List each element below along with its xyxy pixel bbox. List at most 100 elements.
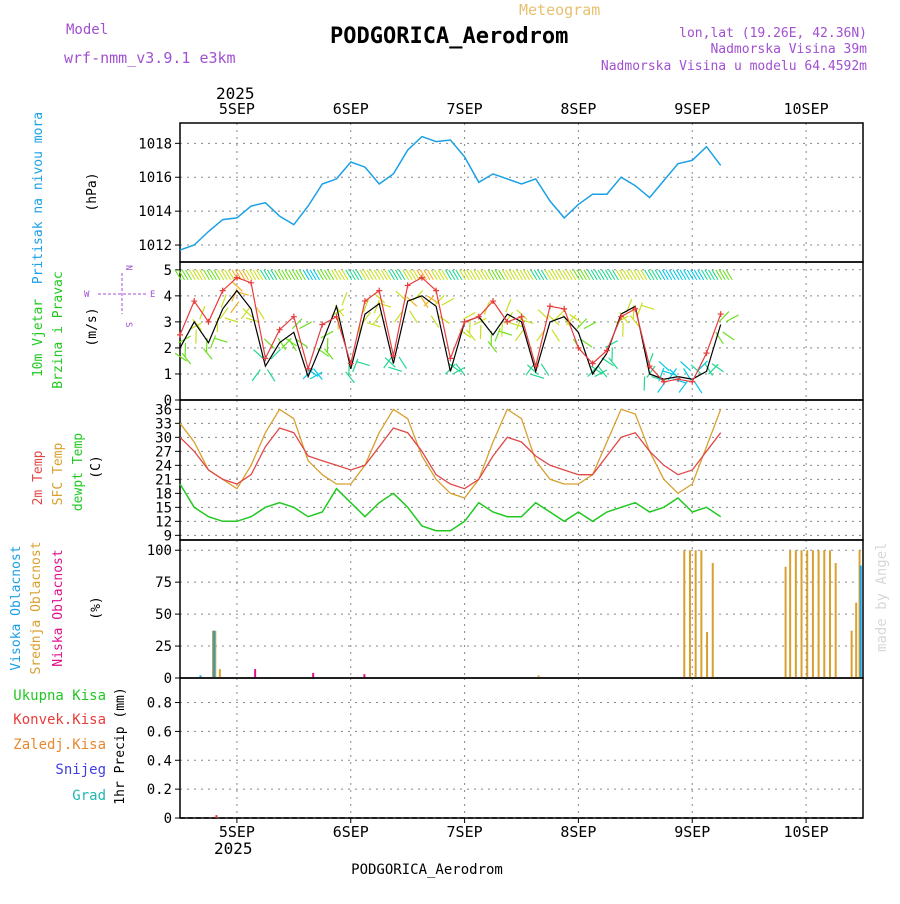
wind-barb-top — [264, 270, 270, 280]
temp-ylabel-unit: (C) — [89, 455, 104, 478]
wind-barb-top — [449, 270, 455, 280]
temperature-ytick: 18 — [155, 486, 172, 502]
cloud-bar — [785, 567, 787, 678]
wind-barb-top — [580, 270, 586, 280]
temperature-ytick: 9 — [164, 528, 172, 544]
pressure-ytick: 1016 — [138, 170, 172, 186]
wind-gust-marker — [405, 282, 411, 288]
temperature-ytick: 15 — [155, 500, 172, 516]
cloud-bar — [795, 550, 797, 678]
xtick-top: 10SEP — [784, 100, 829, 118]
wind-barb-top — [723, 270, 729, 280]
pressure-ytick: 1012 — [138, 238, 172, 254]
wind-gust-marker — [177, 332, 183, 338]
wind-barb — [680, 361, 690, 370]
wind-barb — [488, 341, 497, 352]
wind-gust-marker — [547, 303, 553, 309]
wind-barb-top — [193, 270, 199, 280]
wind-barb-top — [253, 270, 259, 280]
wind-gust-marker — [519, 314, 525, 320]
clouds-ytick: 100 — [147, 543, 172, 559]
wind-barb — [252, 370, 260, 381]
precip-ytick: 0.6 — [147, 724, 172, 740]
wind-barb-top — [509, 270, 515, 280]
temperature-ytick: 33 — [155, 416, 172, 432]
pressure-series-sea-level-pressure — [180, 137, 721, 251]
wind-barb-top — [492, 270, 498, 280]
wind-barb-top — [520, 270, 526, 280]
temperature-series-2m-temp — [180, 428, 721, 489]
wind-gust-marker — [561, 306, 567, 312]
wind-ytick: 3 — [164, 315, 172, 331]
wind-barb-top — [307, 270, 313, 280]
wind-barb — [267, 370, 275, 382]
wind-barb-top — [477, 270, 483, 280]
wind-barb — [435, 295, 445, 305]
wind-barb-top — [335, 270, 341, 280]
precip-ytick: 0.8 — [147, 696, 172, 712]
wind-barb — [552, 330, 560, 342]
wind-barb — [203, 348, 212, 359]
wind-barb-top — [210, 270, 216, 280]
clouds-ytick: 75 — [155, 575, 172, 591]
wind-barb-top — [225, 270, 231, 280]
compass-e: E — [150, 290, 155, 300]
wind-barb-top — [495, 270, 501, 280]
cloud-ylabel-low: Niska Oblacnost — [51, 549, 66, 666]
model-elevation-label: Nadmorska Visina u modelu 64.4592m — [601, 59, 867, 74]
wind-barb-top — [438, 270, 444, 280]
wind-barb — [232, 289, 237, 302]
wind-barb — [225, 318, 238, 322]
wind-gust-marker — [319, 321, 325, 327]
wind-barb-top — [577, 270, 583, 280]
pressure-ylabel-colored: Pritisak na nivou mora — [31, 112, 46, 284]
precip-frame — [180, 678, 863, 818]
wind-barb-top — [691, 270, 697, 280]
model-label: Model — [66, 22, 108, 38]
xtick-bottom: 7SEP — [447, 823, 483, 841]
wind-barb — [442, 299, 454, 306]
wind-barb-top — [292, 270, 298, 280]
wind-barb-top — [609, 270, 615, 280]
wind-barb-top — [278, 270, 284, 280]
cloud-bar — [312, 673, 314, 678]
cloud-bar — [700, 550, 702, 678]
wind-ylabel-line1: 10m Vjetar — [31, 299, 46, 377]
footer-station: PODGORICA_Aerodrom — [351, 862, 503, 878]
clouds-ytick: 0 — [164, 671, 172, 687]
wind-barb-top — [648, 270, 654, 280]
wind-barb-top — [705, 270, 711, 280]
legend-snow: Snijeg — [55, 762, 106, 778]
wind-barb-top — [726, 270, 732, 280]
cloud-bar — [683, 550, 685, 678]
wind-barb-top — [708, 270, 714, 280]
cloud-bar — [860, 566, 862, 678]
xtick-top: 5SEP — [219, 100, 255, 118]
wind-barb-top — [267, 270, 273, 280]
wind-barb-top — [321, 270, 327, 280]
cloud-bar — [818, 550, 820, 678]
wind-barb-top — [552, 270, 558, 280]
xtick-bottom: 6SEP — [333, 823, 369, 841]
wind-gust-marker — [248, 280, 254, 286]
precip-ylabel: 1hr Precip (mm) — [113, 687, 128, 804]
wind-barb — [531, 374, 544, 378]
wind-barb-top — [595, 270, 601, 280]
wind-barb-top — [324, 270, 330, 280]
pressure-ylabel-unit: (hPa) — [85, 172, 100, 211]
precip-ytick: 0.2 — [147, 782, 172, 798]
wind-barb-top — [719, 270, 725, 280]
xtick-top: 6SEP — [333, 100, 369, 118]
wind-barb — [708, 364, 718, 374]
year-bottom: 2025 — [214, 839, 253, 858]
wind-barb — [214, 338, 227, 342]
wind-barb — [659, 361, 669, 370]
wind-barb — [373, 313, 381, 324]
wind-series-wind-gust — [180, 278, 721, 382]
cloud-bar — [695, 550, 697, 678]
station-title: PODGORICA_Aerodrom — [330, 24, 568, 49]
wind-barb-top — [467, 270, 473, 280]
